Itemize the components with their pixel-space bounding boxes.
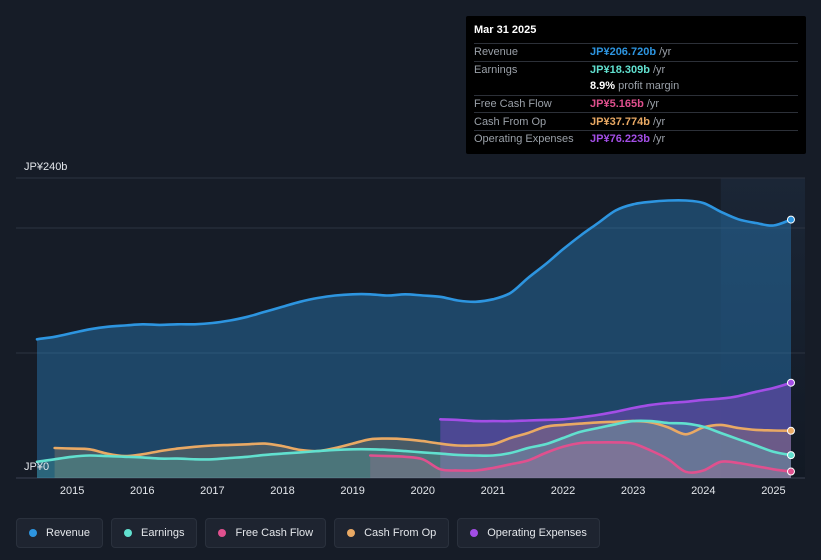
legend-label: Operating Expenses — [487, 527, 587, 539]
earnings-line — [35, 419, 793, 464]
tooltip-value: 8.9% — [590, 80, 616, 93]
x-tick-label: 2016 — [130, 485, 154, 497]
tooltip-unit: /yr — [659, 46, 672, 59]
legend-item-earnings[interactable]: Earnings — [111, 518, 198, 548]
x-tick-label: 2023 — [621, 485, 645, 497]
x-axis-ticks: 2015 2016 2017 2018 2019 2020 2021 2022 2023 2024… — [60, 485, 786, 497]
x-tick-label: 2015 — [60, 485, 84, 497]
x-tick-label: 2018 — [270, 485, 294, 497]
legend-label: Earnings — [141, 527, 185, 539]
fcf-area — [370, 442, 791, 478]
x-tick-label: 2017 — [200, 485, 224, 497]
chart-lines — [35, 198, 793, 474]
tooltip-unit: /yr — [652, 63, 666, 76]
cfo-line — [53, 419, 793, 458]
tooltip-label: Revenue — [474, 46, 519, 59]
chart-canvas: JP¥240b JP¥0 2015 2016 2017 2018 2019 2020 202… — [16, 161, 805, 497]
tooltip-unit: /yr — [646, 98, 660, 111]
legend-item-revenue[interactable]: Revenue — [16, 518, 104, 548]
x-tick-label: 2025 — [761, 485, 785, 497]
revenue-end-point — [786, 215, 795, 224]
tooltip-row-operating-expenses: Operating Expenses JP¥76.223b /yr — [474, 129, 798, 148]
cfo-end-point — [786, 426, 795, 435]
x-tick-label: 2021 — [481, 485, 505, 497]
earnings-dot-icon — [124, 529, 133, 537]
tooltip-value: JP¥18.309b — [590, 63, 650, 76]
x-tick-label: 2019 — [340, 485, 364, 497]
tooltip-label: Operating Expenses — [474, 133, 574, 146]
revenue-area — [37, 200, 791, 479]
revenue-dot-icon — [29, 529, 37, 537]
tooltip-date: Mar 31 2025 — [474, 24, 537, 36]
operating-expenses-dot-icon — [470, 529, 479, 537]
tooltip-row-earnings: Earnings JP¥18.309b /yr — [474, 60, 798, 79]
tooltip-label: Cash From Op — [474, 115, 547, 128]
cfo-area — [54, 421, 792, 478]
tooltip-row-free-cash-flow: Free Cash Flow JP¥5.165b /yr — [474, 94, 798, 113]
y-axis-top-label: JP¥240b — [24, 161, 67, 173]
x-tick-label: 2024 — [691, 485, 715, 497]
x-tick-label: 2020 — [411, 485, 435, 497]
chart-gridlines — [16, 177, 805, 479]
legend-item-cash-from-op[interactable]: Cash From Op — [334, 518, 450, 548]
tooltip-unit: /yr — [652, 133, 666, 146]
fcf-line — [368, 440, 793, 474]
earnings-end-point — [786, 451, 795, 460]
legend-label: Cash From Op — [364, 527, 437, 539]
tooltip-unit: /yr — [652, 115, 666, 128]
opex-end-point — [786, 378, 795, 387]
tooltip-row-revenue: Revenue JP¥206.720b /yr — [474, 43, 798, 61]
legend-label: Revenue — [46, 527, 91, 539]
legend-item-free-cash-flow[interactable]: Free Cash Flow — [205, 518, 327, 548]
cash-from-op-dot-icon — [347, 529, 356, 537]
tooltip-label: Earnings — [474, 63, 518, 76]
opex-line — [439, 381, 793, 423]
opex-area — [440, 382, 791, 478]
chart-areas — [37, 200, 792, 479]
tooltip-row-profit-margin: 8.9% profit margin — [474, 78, 798, 95]
x-tick-label: 2022 — [551, 485, 575, 497]
tooltip-unit: profit margin — [618, 80, 680, 93]
free-cash-flow-dot-icon — [218, 529, 227, 537]
revenue-line — [35, 198, 793, 341]
tooltip-value: JP¥5.165b — [590, 98, 644, 111]
tooltip-value: JP¥37.774b — [590, 115, 650, 128]
tooltip-label: Free Cash Flow — [474, 98, 552, 111]
fcf-end-point — [786, 467, 795, 476]
legend-label: Free Cash Flow — [235, 527, 314, 539]
chart-legend: Revenue Earnings Free Cash Flow Cash Fro… — [16, 518, 600, 548]
tooltip-value: JP¥76.223b — [590, 133, 650, 146]
tooltip-row-cash-from-op: Cash From Op JP¥37.774b /yr — [474, 112, 798, 130]
y-axis-bottom-label: JP¥0 — [24, 461, 49, 473]
tooltip-value: JP¥206.720b — [590, 46, 657, 59]
legend-item-operating-expenses[interactable]: Operating Expenses — [457, 518, 600, 548]
tooltip-panel: Mar 31 2025 Revenue JP¥206.720b /yr Earn… — [466, 16, 806, 154]
chart-end-markers — [786, 215, 795, 476]
earnings-area — [37, 420, 791, 478]
